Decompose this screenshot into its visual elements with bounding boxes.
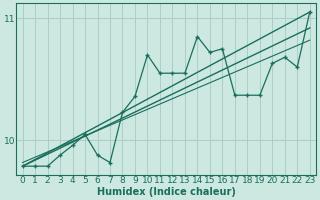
X-axis label: Humidex (Indice chaleur): Humidex (Indice chaleur): [97, 187, 236, 197]
